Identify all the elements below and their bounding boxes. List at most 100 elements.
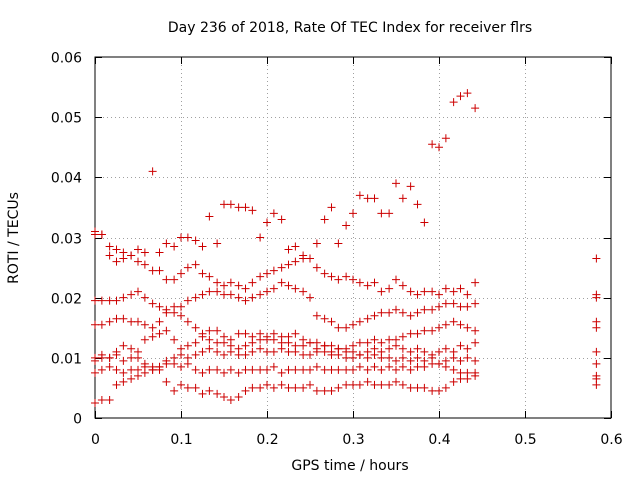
data-point	[162, 275, 171, 284]
data-point	[413, 344, 422, 353]
data-point	[291, 284, 300, 293]
data-point	[241, 329, 250, 338]
y-tick-label: 0.02	[51, 292, 82, 308]
data-point	[97, 296, 106, 305]
data-point	[277, 380, 286, 389]
data-point	[413, 308, 422, 317]
data-point	[248, 206, 257, 215]
data-point	[377, 287, 386, 296]
data-point	[435, 347, 443, 356]
data-point	[220, 281, 228, 290]
data-point	[183, 263, 192, 272]
data-point	[105, 296, 114, 305]
data-point	[162, 356, 171, 365]
data-point	[441, 344, 450, 353]
data-point	[420, 218, 429, 227]
data-point	[155, 362, 164, 371]
data-point	[299, 287, 308, 296]
data-point	[413, 200, 422, 209]
data-point	[592, 359, 601, 368]
data-point	[355, 338, 364, 347]
data-point	[284, 332, 293, 341]
data-point	[162, 377, 171, 386]
data-point	[355, 191, 364, 200]
data-point	[112, 347, 121, 356]
data-point	[320, 314, 329, 323]
data-point	[198, 290, 207, 299]
data-point	[471, 299, 480, 308]
data-point	[248, 332, 257, 341]
data-point	[183, 296, 192, 305]
data-point	[170, 308, 179, 317]
data-point	[256, 233, 265, 242]
data-point	[226, 395, 235, 404]
data-point	[406, 365, 415, 374]
data-point	[256, 365, 265, 374]
data-point	[435, 359, 443, 368]
data-point	[327, 203, 336, 212]
data-point	[471, 356, 480, 365]
data-point	[334, 275, 343, 284]
data-point	[299, 251, 308, 260]
data-point	[105, 317, 114, 326]
data-point	[312, 239, 321, 248]
data-point	[155, 248, 164, 257]
data-point	[355, 362, 364, 371]
data-point	[385, 284, 394, 293]
data-point	[269, 209, 278, 218]
data-point	[334, 344, 343, 353]
data-point	[198, 368, 207, 377]
data-point	[428, 386, 437, 395]
data-point	[428, 326, 437, 335]
data-point	[370, 194, 379, 203]
data-point	[112, 296, 121, 305]
data-point	[456, 92, 465, 101]
data-point	[398, 362, 407, 371]
data-point	[428, 350, 437, 359]
data-point	[112, 314, 121, 323]
data-point	[269, 362, 278, 371]
data-point	[441, 320, 450, 329]
data-point	[370, 335, 379, 344]
data-point	[241, 350, 250, 359]
data-point	[205, 386, 214, 395]
data-point	[291, 383, 300, 392]
data-point	[241, 284, 250, 293]
data-point	[220, 350, 228, 359]
data-point	[342, 353, 351, 362]
data-point	[205, 365, 214, 374]
data-point	[213, 287, 222, 296]
data-point	[406, 329, 415, 338]
data-point	[97, 365, 106, 374]
data-point	[191, 338, 200, 347]
data-point	[213, 338, 222, 347]
data-point	[471, 338, 480, 347]
data-point	[456, 356, 465, 365]
data-point	[349, 380, 357, 389]
data-point	[449, 299, 458, 308]
data-point	[140, 248, 149, 257]
y-tick-label: 0.03	[51, 232, 82, 248]
data-point	[170, 353, 179, 362]
data-point	[234, 203, 243, 212]
data-point	[370, 380, 379, 389]
data-point	[463, 368, 472, 377]
data-point	[363, 377, 372, 386]
data-point	[334, 323, 343, 332]
data-point	[291, 257, 300, 266]
data-point	[398, 281, 407, 290]
data-point	[406, 182, 415, 191]
data-point	[284, 347, 293, 356]
data-point	[112, 365, 121, 374]
data-point	[127, 317, 136, 326]
data-point	[320, 365, 329, 374]
data-point	[269, 347, 278, 356]
data-point	[284, 383, 293, 392]
data-point	[248, 278, 257, 287]
data-point	[370, 278, 379, 287]
data-point	[385, 308, 394, 317]
data-point	[363, 347, 372, 356]
data-point	[320, 215, 329, 224]
data-point	[428, 305, 437, 314]
data-point	[241, 296, 250, 305]
